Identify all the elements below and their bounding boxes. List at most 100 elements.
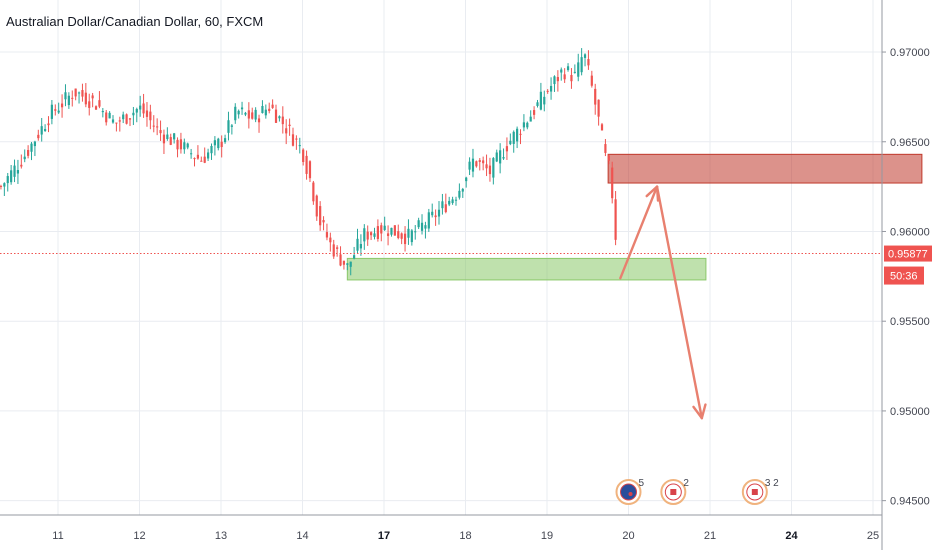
candle-body bbox=[488, 165, 492, 175]
candle-body bbox=[200, 160, 203, 162]
canada-event-icon-1: 2 bbox=[660, 478, 689, 505]
resistance-zone bbox=[607, 153, 923, 184]
candle-body bbox=[448, 200, 451, 205]
projection-arrow-up bbox=[619, 185, 659, 280]
zones bbox=[346, 153, 923, 281]
candle-body bbox=[27, 149, 30, 156]
candle-body bbox=[485, 164, 488, 169]
projection-arrow-down-head bbox=[700, 403, 707, 420]
candle-body bbox=[597, 99, 600, 117]
candles bbox=[0, 48, 617, 276]
candle-body bbox=[203, 156, 206, 163]
candle-body bbox=[512, 131, 515, 144]
candle-body bbox=[251, 112, 254, 119]
countdown-label: 50:36 bbox=[890, 271, 918, 283]
candle-body bbox=[47, 123, 50, 126]
time-tick-label: 25 bbox=[867, 530, 879, 542]
candle-body bbox=[495, 152, 498, 162]
candle-body bbox=[308, 161, 312, 179]
candle-body bbox=[587, 59, 590, 66]
candle-body bbox=[458, 190, 461, 198]
candle-body bbox=[159, 130, 162, 134]
candle-body bbox=[43, 129, 47, 131]
candle-body bbox=[315, 195, 318, 217]
candle-body bbox=[169, 137, 172, 145]
candle-body bbox=[152, 125, 155, 127]
candle-body bbox=[560, 69, 563, 73]
candle-body bbox=[186, 143, 189, 148]
candle-body bbox=[67, 95, 70, 106]
candle-body bbox=[50, 104, 53, 119]
candle-body bbox=[183, 142, 186, 150]
candle-body bbox=[30, 143, 33, 152]
candle-body bbox=[81, 90, 84, 97]
candle-body bbox=[478, 160, 481, 162]
candle-body bbox=[519, 133, 522, 135]
australia-event-icon: 5 bbox=[615, 478, 645, 505]
candle-body bbox=[0, 185, 3, 187]
candle-body bbox=[91, 95, 94, 99]
candle-body bbox=[40, 126, 43, 135]
candle-body bbox=[64, 92, 67, 100]
candle-body bbox=[424, 225, 427, 229]
candle-body bbox=[33, 141, 37, 147]
countdown-tag bbox=[884, 266, 924, 285]
candle-body bbox=[434, 215, 437, 218]
candle-body bbox=[115, 122, 118, 124]
candle-body bbox=[196, 154, 200, 159]
candle-body bbox=[349, 261, 352, 267]
candle-body bbox=[240, 107, 244, 110]
candle-body bbox=[118, 120, 121, 122]
candle-body bbox=[57, 110, 60, 113]
candle-body bbox=[94, 106, 98, 110]
candle-body bbox=[13, 165, 16, 177]
candle-body bbox=[420, 222, 424, 231]
candle-body bbox=[305, 155, 308, 174]
last-price-tag bbox=[884, 245, 932, 262]
time-tick-label: 13 bbox=[215, 530, 227, 542]
candle-body bbox=[454, 199, 458, 201]
candle-body bbox=[210, 145, 213, 154]
candle-body bbox=[77, 92, 81, 94]
candle-body bbox=[312, 182, 315, 202]
candle-body bbox=[3, 183, 6, 187]
candle-body bbox=[366, 231, 369, 240]
candle-body bbox=[206, 152, 210, 159]
candle-body bbox=[611, 167, 614, 199]
candle-body bbox=[543, 96, 546, 105]
candle-body bbox=[20, 164, 23, 167]
candle-body bbox=[105, 112, 108, 123]
time-tick-label: 20 bbox=[622, 530, 634, 542]
candle-body bbox=[135, 108, 138, 113]
candle-body bbox=[122, 114, 125, 120]
time-tick-label: 14 bbox=[296, 530, 308, 542]
candle-body bbox=[441, 201, 444, 209]
price-tick-label: 0.96500 bbox=[890, 137, 930, 149]
candle-body bbox=[407, 228, 410, 238]
time-tick-label: 12 bbox=[133, 530, 145, 542]
candle-body bbox=[451, 199, 454, 204]
candle-body bbox=[600, 124, 604, 131]
candle-body bbox=[166, 134, 169, 140]
candle-body bbox=[529, 116, 532, 122]
candle-body bbox=[566, 66, 570, 71]
candle-body bbox=[247, 110, 250, 119]
candle-body bbox=[563, 74, 566, 80]
maple-leaf-glyph bbox=[751, 489, 758, 495]
candle-body bbox=[403, 233, 407, 245]
candle-body bbox=[227, 120, 230, 133]
candle-body bbox=[217, 138, 220, 149]
candle-body bbox=[346, 263, 349, 265]
candle-body bbox=[322, 220, 325, 223]
candle-body bbox=[173, 133, 176, 140]
candle-body bbox=[369, 232, 373, 236]
candle-body bbox=[6, 176, 9, 184]
candle-body bbox=[234, 106, 237, 121]
candle-body bbox=[539, 91, 542, 110]
candle-body bbox=[268, 108, 271, 112]
candle-body bbox=[390, 227, 393, 235]
candle-body bbox=[325, 232, 329, 238]
price-tick-label: 0.95500 bbox=[890, 316, 930, 328]
